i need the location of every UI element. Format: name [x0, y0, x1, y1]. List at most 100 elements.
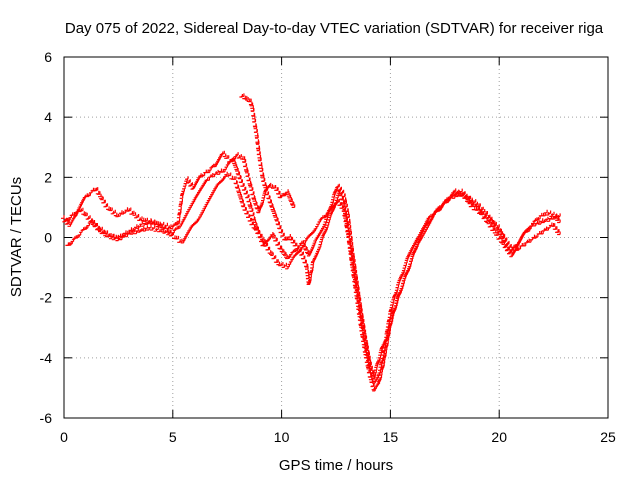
data-point — [270, 252, 274, 256]
data-point — [235, 170, 240, 175]
data-point — [251, 217, 256, 221]
data-point — [357, 313, 362, 318]
data-point — [378, 372, 383, 376]
data-point — [477, 203, 481, 207]
data-point — [491, 220, 496, 225]
data-point — [496, 224, 500, 228]
data-point — [275, 221, 280, 225]
data-point — [256, 145, 260, 149]
data-point — [247, 198, 251, 203]
data-point — [534, 234, 539, 238]
data-point — [230, 156, 235, 161]
data-point — [276, 261, 280, 266]
data-point — [253, 125, 258, 130]
data-point — [243, 95, 248, 100]
data-point — [109, 207, 113, 212]
data-point — [475, 207, 479, 211]
data-point — [96, 226, 101, 230]
data-point — [94, 187, 99, 191]
data-point — [259, 165, 263, 169]
y-tick-label: -2 — [40, 290, 53, 306]
data-point — [175, 235, 180, 240]
data-point — [247, 180, 252, 185]
data-point — [342, 193, 346, 197]
data-point — [247, 177, 251, 182]
y-tick-labels: -6 -4 -2 0 2 4 6 — [40, 49, 53, 426]
data-point — [484, 213, 488, 217]
data-point — [360, 334, 365, 338]
data-point — [367, 364, 372, 368]
data-point — [473, 203, 478, 207]
data-point — [281, 251, 286, 255]
data-point — [385, 340, 389, 345]
data-point — [237, 192, 242, 196]
data-point — [159, 224, 163, 229]
data-point — [100, 196, 104, 201]
data-point — [251, 112, 255, 117]
data-point — [359, 324, 363, 328]
data-point — [276, 190, 280, 195]
data-point — [486, 220, 491, 225]
data-point — [130, 210, 135, 215]
data-point — [241, 203, 246, 208]
data-point — [243, 163, 248, 167]
data-point — [304, 263, 308, 267]
data-point — [260, 172, 264, 176]
data-point — [290, 201, 294, 205]
data-point — [249, 102, 254, 107]
data-point — [262, 239, 266, 243]
data-point — [178, 206, 182, 211]
data-point — [162, 225, 167, 230]
data-point — [251, 115, 256, 120]
x-tick-label: 0 — [60, 429, 68, 445]
x-axis-title: GPS time / hours — [279, 457, 393, 474]
data-point — [547, 210, 552, 215]
data-point — [234, 180, 238, 185]
data-point — [544, 209, 548, 214]
data-point — [238, 195, 243, 200]
data-point — [274, 237, 278, 242]
data-point — [305, 266, 309, 270]
data-point — [256, 147, 261, 152]
data-point — [170, 232, 174, 236]
data-point — [289, 236, 294, 241]
data-point — [84, 212, 88, 217]
data-point — [268, 199, 272, 204]
data-point — [267, 195, 271, 200]
data-point — [164, 222, 168, 227]
data-point — [251, 224, 256, 229]
data-point — [350, 255, 354, 259]
data-point — [239, 179, 243, 183]
x-tick-label: 5 — [169, 429, 177, 445]
data-point — [365, 352, 369, 356]
data-point — [257, 151, 261, 155]
data-point — [253, 123, 257, 128]
data-point — [248, 183, 253, 188]
data-point — [259, 233, 263, 238]
data-point — [272, 212, 277, 217]
data-point — [128, 227, 133, 231]
data-point — [189, 182, 193, 186]
data-point — [168, 224, 172, 228]
data-point — [291, 204, 296, 208]
data-point — [111, 233, 115, 238]
data-point — [227, 172, 232, 177]
data-point — [485, 215, 490, 219]
data-point — [140, 226, 145, 231]
data-point — [349, 251, 354, 256]
data-point — [273, 214, 278, 218]
data-point — [260, 174, 265, 179]
data-point — [238, 175, 242, 180]
data-point — [252, 198, 257, 202]
data-point — [153, 220, 158, 225]
data-point — [260, 173, 265, 177]
data-point — [232, 160, 236, 165]
data-point — [241, 156, 246, 160]
data-point — [345, 223, 349, 227]
data-point — [249, 208, 254, 212]
data-point — [277, 225, 281, 229]
data-point — [491, 227, 496, 231]
data-point — [287, 234, 291, 238]
data-point — [269, 184, 273, 188]
